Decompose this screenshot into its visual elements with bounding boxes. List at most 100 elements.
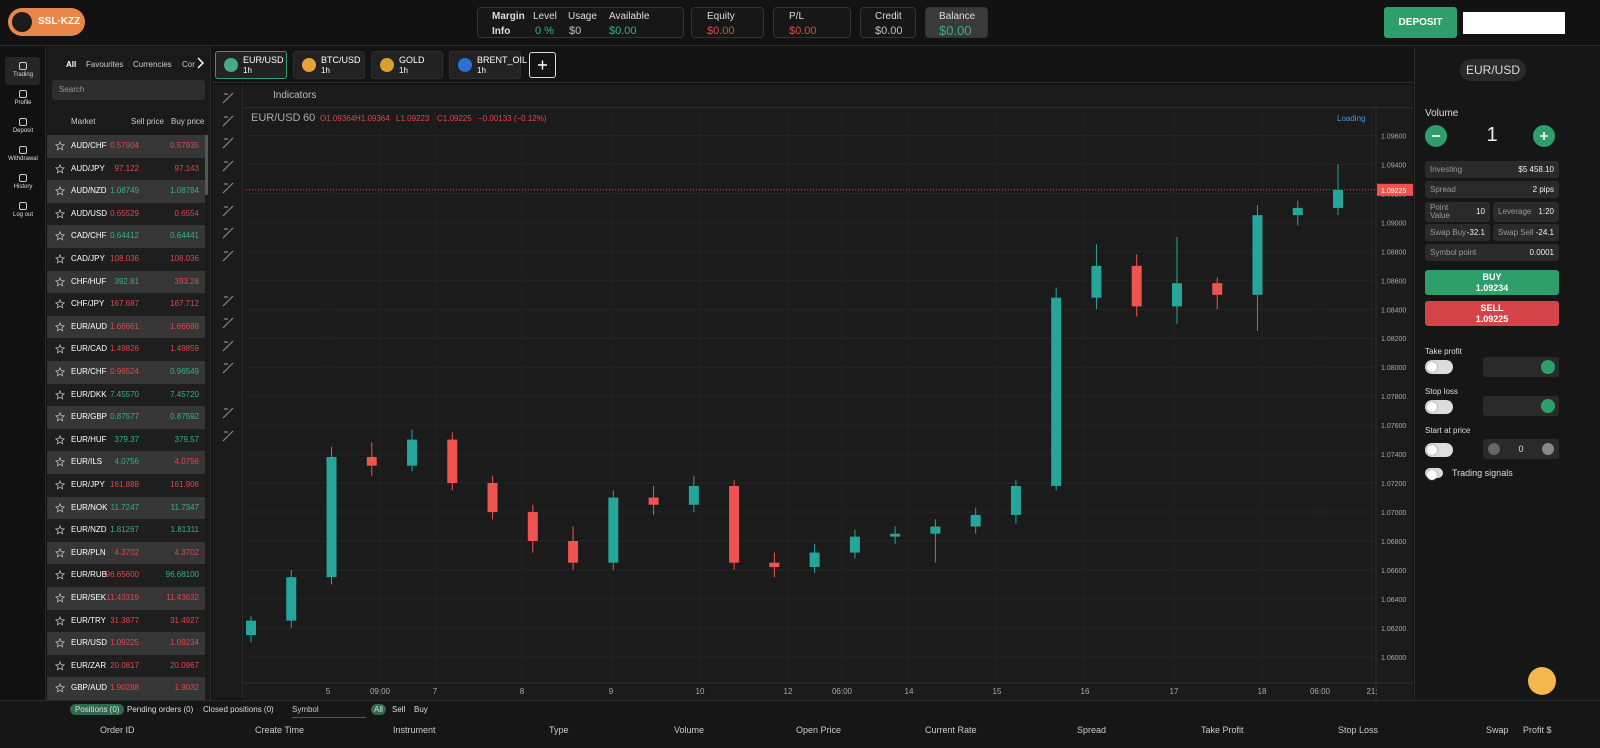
star-icon[interactable] (55, 638, 65, 648)
tool-icon[interactable] (221, 181, 235, 195)
buy-button[interactable]: BUY 1.09234 (1425, 270, 1559, 295)
market-row[interactable]: EUR/SEK 11.43319 11.43632 (47, 587, 205, 610)
market-row[interactable]: EUR/RUB 96.65600 96.68100 (47, 564, 205, 587)
star-icon[interactable] (55, 660, 65, 671)
take-profit-toggle[interactable] (1425, 360, 1453, 374)
stop-loss-toggle[interactable] (1425, 400, 1453, 414)
market-row[interactable]: EUR/JPY 161.888 161.906 (47, 474, 205, 497)
start-price-input[interactable]: 0 (1483, 439, 1559, 459)
volume-minus[interactable] (1425, 125, 1447, 147)
volume-value[interactable]: 1 (1486, 124, 1498, 146)
star-icon[interactable] (55, 163, 65, 174)
start-at-price-toggle[interactable] (1425, 443, 1453, 457)
star-icon[interactable] (55, 570, 65, 581)
tool-icon[interactable] (221, 339, 235, 353)
chat-button[interactable] (1528, 667, 1556, 695)
positions-tab[interactable]: Pending orders (0) (127, 705, 194, 714)
signals-toggle[interactable] (1425, 468, 1443, 480)
tool-icon[interactable] (221, 406, 235, 420)
star-icon[interactable] (55, 389, 65, 400)
market-row[interactable]: EUR/CHF 0.96524 0.96549 (47, 361, 205, 384)
tool-icon[interactable] (221, 361, 235, 375)
deposit-button[interactable]: DEPOSIT (1384, 7, 1457, 38)
tabs-arrow[interactable] (196, 57, 206, 71)
star-icon[interactable] (55, 276, 65, 287)
market-row[interactable]: CAD/JPY 108.036 108.036 (47, 248, 205, 271)
tool-icon[interactable] (221, 204, 235, 218)
nav-item[interactable]: Deposit (2, 115, 44, 141)
tool-icon[interactable] (221, 429, 235, 443)
star-icon[interactable] (55, 593, 65, 603)
nav-item[interactable]: Profile (2, 87, 44, 113)
chart-tab[interactable]: BTC/USD 1h (293, 51, 365, 79)
symbol-filter[interactable]: Symbol (292, 705, 366, 718)
star-icon[interactable] (55, 254, 65, 264)
market-row[interactable]: EUR/USD 1.09225 1.09234 (47, 632, 205, 655)
logo[interactable]: SSL·KZZ (8, 8, 85, 36)
start-minus[interactable] (1488, 443, 1500, 455)
tool-icon[interactable] (221, 294, 235, 308)
star-icon[interactable] (55, 208, 65, 219)
tool-icon[interactable] (221, 114, 235, 128)
market-row[interactable]: EUR/GBP 0.87577 0.87592 (47, 406, 205, 429)
market-row[interactable]: EUR/AUD 1.66661 1.66688 (47, 315, 205, 339)
star-icon[interactable] (55, 615, 65, 626)
market-row[interactable]: AUD/NZD 1.08749 1.08784 (47, 180, 205, 203)
star-icon[interactable] (55, 231, 65, 242)
market-row[interactable]: CAD/CHF 0.64412 0.64441 (47, 225, 205, 248)
search-input[interactable]: Search (52, 80, 205, 100)
start-plus[interactable] (1542, 443, 1554, 455)
star-icon[interactable] (55, 683, 65, 694)
market-row[interactable]: EUR/TRY 31.3877 31.4927 (47, 609, 205, 633)
market-tab[interactable]: Currencies (133, 60, 172, 69)
star-icon[interactable] (55, 141, 65, 151)
tool-icon[interactable] (221, 249, 235, 263)
volume-plus[interactable] (1533, 125, 1555, 147)
nav-item[interactable]: Withdrawal (2, 143, 44, 169)
market-row[interactable]: AUD/CHF 0.57904 0.57935 (47, 135, 205, 158)
stop-loss-input[interactable] (1483, 396, 1559, 416)
chart-tab[interactable]: EUR/USD 1h (215, 51, 287, 79)
star-icon[interactable] (55, 344, 65, 355)
tool-icon[interactable] (221, 159, 235, 173)
star-icon[interactable] (55, 321, 65, 332)
nav-item[interactable]: Trading (2, 59, 44, 85)
nav-item[interactable]: History (2, 171, 44, 197)
star-icon[interactable] (55, 502, 65, 513)
star-icon[interactable] (55, 412, 65, 422)
market-row[interactable]: EUR/NOK 11.7247 11.7347 (47, 496, 205, 520)
market-row[interactable]: AUD/JPY 97.122 97.143 (47, 157, 205, 181)
market-tab[interactable]: Cor (182, 60, 195, 69)
positions-tab[interactable]: Positions (0) (70, 704, 125, 715)
market-row[interactable]: EUR/NZD 1.81267 1.81311 (47, 519, 205, 542)
positions-tab[interactable]: Closed positions (0) (203, 705, 274, 714)
star-icon[interactable] (55, 480, 65, 490)
tool-icon[interactable] (221, 316, 235, 330)
chart-tab[interactable]: GOLD 1h (371, 51, 443, 79)
star-icon[interactable] (55, 299, 65, 309)
nav-item[interactable]: Log out (2, 199, 44, 225)
market-row[interactable]: EUR/ILS 4.0756 4.0756 (47, 451, 205, 474)
side-filter[interactable]: All (371, 704, 386, 715)
star-icon[interactable] (55, 186, 65, 196)
market-row[interactable]: CHF/HUF 392.81 393.28 (47, 270, 205, 294)
market-row[interactable]: CHF/JPY 167.687 167.712 (47, 293, 205, 316)
side-filter[interactable]: Buy (414, 705, 428, 714)
market-row[interactable]: EUR/CAD 1.49826 1.49859 (47, 338, 205, 361)
market-row[interactable]: EUR/HUF 379.37 379.57 (47, 428, 205, 452)
market-row[interactable]: EUR/ZAR 20.0817 20.0967 (47, 654, 205, 678)
star-icon[interactable] (55, 367, 65, 377)
indicators-button[interactable]: Indicators (273, 90, 317, 101)
market-row[interactable]: GBP/AUD 1.90288 1.9032 (47, 677, 205, 700)
star-icon[interactable] (55, 547, 65, 558)
tool-icon[interactable] (221, 91, 235, 105)
take-profit-input[interactable] (1483, 357, 1559, 377)
market-tab[interactable]: All (66, 60, 77, 69)
tool-icon[interactable] (221, 226, 235, 240)
chart-tab[interactable]: BRENT_OIL 1h (449, 51, 527, 79)
side-filter[interactable]: Sell (392, 705, 406, 714)
add-tab[interactable] (529, 52, 556, 78)
star-icon[interactable] (55, 434, 65, 445)
market-row[interactable]: EUR/DKK 7.45570 7.45720 (47, 383, 205, 407)
market-row[interactable]: EUR/PLN 4.3702 4.3702 (47, 541, 205, 565)
